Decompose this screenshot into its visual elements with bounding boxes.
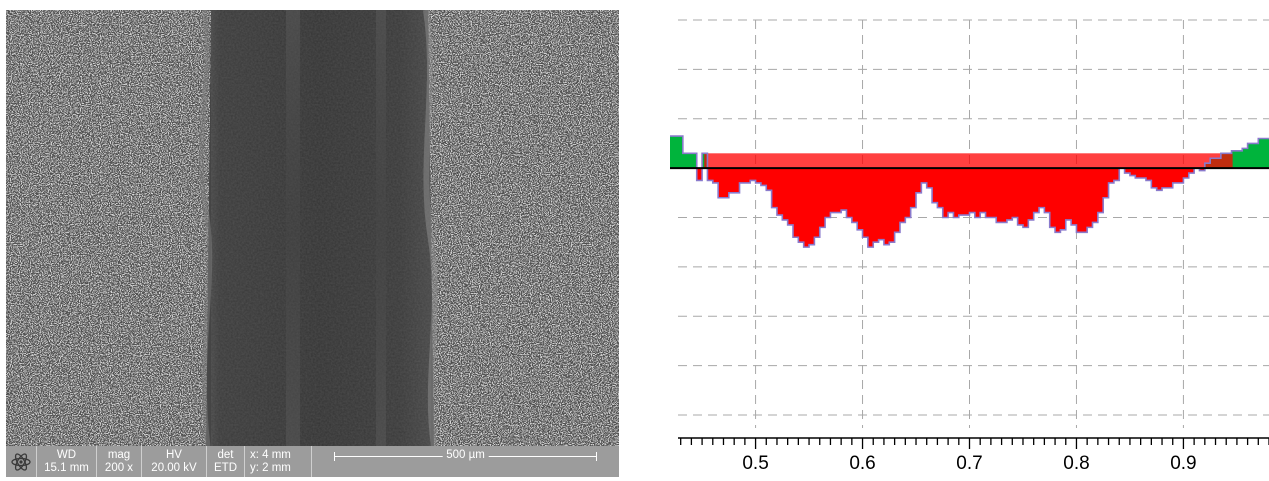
- databar-det-label: det: [217, 448, 234, 461]
- sem-micrograph-panel: WD 15.1 mm mag 200 x HV 20.00 kV det ETD…: [6, 10, 619, 477]
- x-tick-label: 0.9: [1170, 453, 1196, 474]
- scale-bar-tick-left: [334, 452, 335, 461]
- grid-layer: [678, 19, 1269, 428]
- databar-det-value: ETD: [214, 461, 237, 474]
- databar-mag: mag 200 x: [97, 446, 142, 477]
- scale-bar-label: 500 µm: [442, 449, 489, 462]
- profile-band-near-baseline: [704, 153, 1233, 169]
- databar-hv-label: HV: [166, 448, 182, 461]
- databar-hv-value: 20.00 kV: [151, 461, 197, 474]
- x-tick-label: 0.7: [956, 453, 982, 474]
- x-tick-label: 0.5: [742, 453, 768, 474]
- databar-wd: WD 15.1 mm: [37, 446, 97, 477]
- sem-micrograph-image: [6, 10, 619, 446]
- scale-bar-tick-right: [596, 452, 597, 461]
- profile-area-layer: [670, 135, 1269, 248]
- databar-wd-label: WD: [56, 448, 77, 461]
- databar-stage-position: x: 4 mm y: 2 mm: [245, 446, 312, 477]
- databar-det: det ETD: [207, 446, 245, 477]
- x-tick-label: 0.6: [849, 453, 875, 474]
- scale-bar: 500 µm: [312, 446, 619, 477]
- x-axis: 0.5 0.6 0.7 0.8 0.9: [678, 437, 1269, 474]
- databar-mag-label: mag: [107, 448, 131, 461]
- x-tick-label: 0.8: [1063, 453, 1089, 474]
- profile-chart-svg: 0.5 0.6 0.7 0.8 0.9: [670, 19, 1269, 474]
- surface-profile-chart: 0.5 0.6 0.7 0.8 0.9: [670, 10, 1269, 481]
- databar-mag-value: 200 x: [104, 461, 134, 474]
- databar-x-value: x: 4 mm: [250, 448, 291, 461]
- profile-outline: [670, 135, 1269, 248]
- databar-wd-value: 15.1 mm: [44, 461, 89, 474]
- databar-hv: HV 20.00 kV: [142, 446, 207, 477]
- sem-databar: WD 15.1 mm mag 200 x HV 20.00 kV det ETD…: [6, 446, 619, 477]
- atom-icon: [6, 446, 37, 477]
- databar-y-value: y: 2 mm: [250, 461, 291, 474]
